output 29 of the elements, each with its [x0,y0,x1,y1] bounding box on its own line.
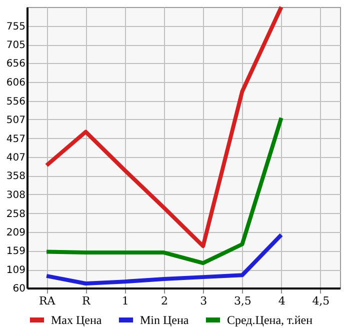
x-tick-label: 2 [160,294,168,308]
line-series [44,5,284,248]
y-tick-label: 507 [6,114,26,126]
x-tick-label: 3 [200,294,208,308]
y-tick-label: 755 [6,21,26,32]
y-tick-label: 159 [6,246,26,258]
x-tick-label: RA [38,294,56,308]
y-tick-label: 109 [6,265,26,276]
y-tick-label: 209 [6,227,26,238]
legend-label: Max Цена [51,313,102,327]
legend-label: Сред.Цена, т.йен [227,313,314,327]
x-tick-label: 4 [278,294,286,308]
y-tick-label: 457 [6,134,26,145]
x-tick-label: R [82,294,92,308]
y-tick-label: 656 [6,58,26,70]
legend-label: Min Цена [140,313,190,327]
line-series [44,116,284,266]
y-tick-label: 60 [12,284,26,294]
x-tick-label: 1 [122,294,129,308]
line-series [44,232,284,286]
x-tick-label: 4,5 [312,294,330,308]
y-tick-label: 606 [6,78,26,89]
y-tick-label: 358 [6,171,26,182]
y-tick-label: 258 [6,208,26,220]
y-tick-label: 556 [6,96,26,108]
y-tick-label: 705 [6,40,26,52]
y-tick-label: 308 [6,190,26,201]
x-tick-label: 3,5 [234,294,252,308]
y-tick-label: 407 [6,152,26,164]
